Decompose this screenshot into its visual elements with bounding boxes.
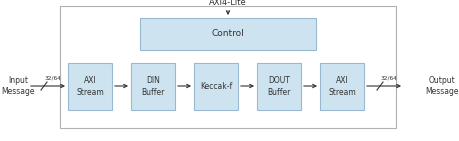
Bar — [60, 6, 395, 128]
Text: Input
Message: Input Message — [1, 76, 35, 96]
Text: AXI4-Lite: AXI4-Lite — [209, 0, 246, 7]
Bar — [140, 18, 315, 50]
Bar — [131, 63, 174, 110]
Text: AXI
Stream: AXI Stream — [76, 76, 104, 97]
Text: DIN
Buffer: DIN Buffer — [141, 76, 164, 97]
Text: 32/64: 32/64 — [380, 75, 397, 81]
Text: Control: Control — [211, 29, 244, 38]
Text: DOUT
Buffer: DOUT Buffer — [267, 76, 290, 97]
Text: Output
Message: Output Message — [424, 76, 458, 96]
Bar — [68, 63, 112, 110]
Text: AXI
Stream: AXI Stream — [327, 76, 355, 97]
Text: Keccak-f: Keccak-f — [200, 82, 232, 91]
Bar — [319, 63, 363, 110]
Bar — [194, 63, 237, 110]
Bar — [257, 63, 300, 110]
Text: 32/64: 32/64 — [45, 75, 62, 81]
